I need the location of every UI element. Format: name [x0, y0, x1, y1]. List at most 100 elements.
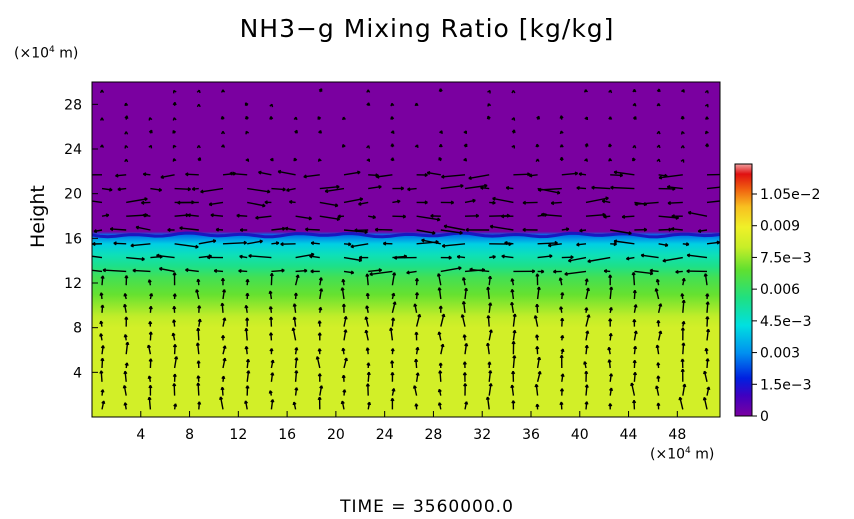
wind-vector: [214, 270, 224, 273]
wind-vector-head: [122, 385, 127, 389]
wind-vector-head: [149, 293, 154, 297]
wind-vector-head: [281, 268, 285, 273]
x-tick-label: 48: [668, 427, 686, 443]
wind-vector-head: [177, 200, 181, 205]
wind-vector: [174, 243, 199, 248]
wind-vector-head: [559, 156, 564, 161]
wind-vector: [706, 316, 709, 327]
wind-vector: [113, 242, 127, 245]
wind-vector-head: [341, 278, 346, 283]
wind-vector-head: [268, 316, 274, 321]
wind-vector: [102, 269, 127, 273]
wind-vector-head: [675, 269, 679, 274]
wind-vector-head: [424, 172, 428, 178]
wind-vector-head: [264, 200, 268, 205]
wind-vector-head: [681, 320, 686, 325]
wind-vector-head: [654, 288, 659, 292]
wind-vector-head: [510, 278, 515, 282]
wind-vector-head: [174, 356, 179, 360]
wind-vector-head: [197, 401, 202, 405]
wind-vector: [101, 275, 104, 286]
wind-vector-head: [486, 315, 491, 319]
wind-vector-head: [680, 115, 685, 120]
wind-vector: [421, 239, 441, 245]
wind-vector-head: [317, 373, 322, 377]
wind-vector-head: [681, 342, 686, 346]
wind-vector-head: [124, 316, 129, 320]
wind-vector-head: [341, 303, 346, 308]
wind-vector: [703, 397, 708, 410]
wind-vector: [585, 314, 590, 327]
wind-vector: [115, 174, 127, 177]
wind-vector-head: [229, 171, 233, 176]
wind-vector: [343, 329, 347, 341]
wind-vector-head: [560, 292, 565, 296]
wind-vector: [248, 255, 272, 259]
wind-vector-head: [666, 185, 671, 190]
wind-vector-head: [239, 254, 243, 259]
x-tick-label: 28: [425, 427, 443, 443]
wind-vector-head: [704, 103, 709, 108]
wind-vector-head: [100, 304, 105, 308]
wind-vector-head: [244, 102, 249, 106]
wind-vector-head: [123, 334, 128, 338]
colorbar-label: 1.5e−3: [760, 377, 812, 393]
wind-vector-head: [172, 383, 177, 387]
wind-vector-head: [511, 370, 516, 375]
y-tick-label: 4: [73, 365, 82, 381]
colorbar-label: 0: [760, 409, 769, 425]
wind-vector: [706, 386, 710, 396]
wind-vector-head: [187, 187, 191, 192]
wind-vector-head: [266, 189, 271, 194]
wind-vector-head: [86, 199, 89, 202]
wind-vector-head: [99, 117, 105, 121]
wind-vector-head: [292, 401, 297, 406]
wind-vector-head: [537, 370, 542, 375]
wind-vector: [537, 255, 553, 259]
wind-vector-head: [172, 117, 177, 121]
wind-vector-head: [584, 116, 589, 121]
wind-vector-head: [372, 215, 377, 220]
x-tick-label: 12: [229, 427, 247, 443]
wind-vector: [343, 171, 361, 176]
wind-vector-head: [222, 345, 227, 349]
colorbar-label: 0.006: [760, 282, 800, 298]
wind-vector: [655, 385, 660, 396]
wind-vector-head: [245, 317, 250, 321]
wind-vector: [622, 215, 635, 218]
wind-vector-head: [570, 255, 574, 260]
wind-vector: [247, 240, 263, 245]
wind-vector-head: [348, 242, 352, 247]
wind-vector-head: [608, 318, 613, 322]
wind-vector-head: [613, 239, 618, 244]
wind-vector-head: [574, 171, 579, 176]
wind-vector: [511, 289, 515, 300]
wind-vector-head: [318, 306, 323, 311]
wind-vector-head: [167, 227, 171, 233]
wind-vector-head: [560, 334, 565, 339]
wind-vector: [468, 174, 490, 180]
wind-vector-head: [438, 370, 443, 374]
wind-vector-head: [535, 143, 540, 148]
wind-vector-head: [220, 335, 226, 339]
wind-vector-head: [407, 187, 411, 192]
wind-vector: [187, 214, 199, 217]
wind-vector-head: [656, 88, 661, 93]
wind-vector-head: [456, 254, 461, 259]
wind-vector: [376, 174, 393, 178]
wind-vector-head: [366, 158, 370, 162]
wind-vector-head: [124, 115, 129, 119]
wind-vector-head: [305, 227, 309, 232]
wind-vector-head: [475, 213, 480, 218]
wind-vector-head: [705, 143, 710, 147]
y-tick-label: 28: [64, 97, 82, 113]
wind-vector-head: [613, 242, 617, 247]
wind-vector: [703, 371, 708, 382]
wind-vector-head: [319, 288, 324, 292]
wind-vector: [706, 241, 720, 245]
wind-vector-head: [535, 158, 540, 163]
wind-vector-head: [288, 199, 293, 204]
wind-vector-head: [559, 115, 564, 119]
wind-vector: [512, 330, 516, 341]
wind-vector-head: [632, 88, 637, 93]
